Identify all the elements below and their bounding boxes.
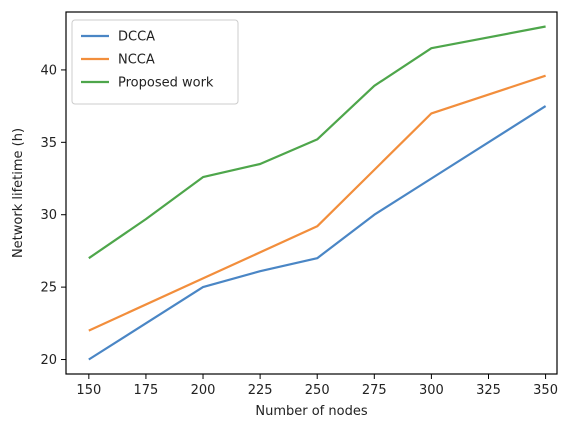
x-tick-label: 275 [362, 383, 387, 398]
legend-label: NCCA [118, 53, 155, 68]
y-tick-label: 20 [40, 353, 57, 368]
series-line-dcca [88, 105, 547, 361]
x-tick-label: 150 [76, 383, 101, 398]
axes: 150 175 200 225 250 275 300 325 350 20 25 30 35 40 [40, 11, 558, 398]
x-tick-label: 325 [476, 383, 501, 398]
legend: DCCA NCCA Proposed work [71, 19, 239, 105]
plot-area [88, 25, 547, 361]
legend-label: Proposed work [118, 76, 214, 91]
y-tick-label: 25 [40, 281, 57, 296]
x-axis-label: Number of nodes [255, 404, 367, 419]
x-tick-label: 300 [419, 383, 444, 398]
plot-frame [65, 11, 558, 375]
x-tick-label: 350 [533, 383, 558, 398]
x-tick-label: 225 [248, 383, 273, 398]
x-tick-label: 200 [191, 383, 216, 398]
x-tick-label: 250 [305, 383, 330, 398]
y-axis-label: Network lifetime (h) [11, 128, 26, 258]
legend-label: DCCA [118, 30, 155, 45]
x-tick-label: 175 [134, 383, 159, 398]
y-tick-label: 30 [40, 208, 57, 223]
series-line-ncca [88, 74, 546, 332]
series-line-proposed-work [88, 25, 546, 260]
legend-box [71, 19, 239, 105]
y-tick-label: 40 [40, 63, 57, 78]
y-tick-label: 35 [40, 136, 57, 151]
